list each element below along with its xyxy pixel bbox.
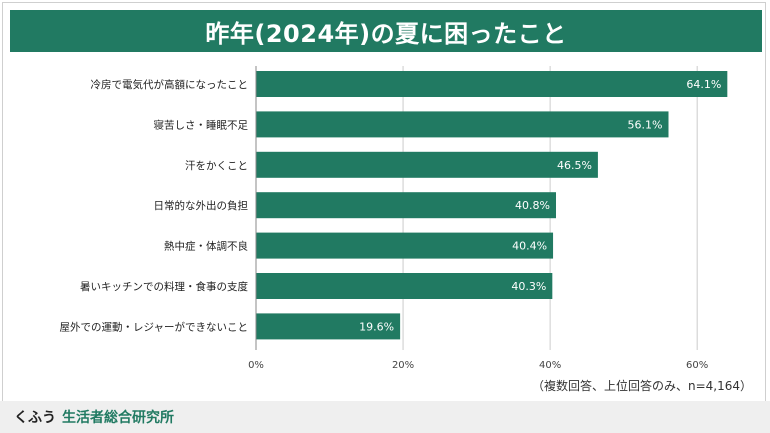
- x-tick-label: 40%: [539, 360, 561, 371]
- brand-name: くふう: [14, 410, 56, 426]
- x-tick-label: 60%: [686, 360, 708, 371]
- sample-note: （複数回答、上位回答のみ、n=4,164）: [531, 379, 752, 393]
- brand-institute: 生活者総合研究所: [62, 410, 174, 426]
- category-label: 屋外での運動・レジャーができないこと: [60, 320, 248, 333]
- bar-value-label: 19.6%: [359, 320, 394, 333]
- bar-value-label: 40.4%: [512, 240, 547, 253]
- bar-value-label: 46.5%: [557, 159, 592, 172]
- bar: [256, 232, 554, 259]
- category-label: 寝苦しさ・睡眠不足: [154, 118, 249, 131]
- x-tick-label: 20%: [392, 360, 414, 371]
- category-label: 汗をかくこと: [185, 159, 248, 172]
- bar: [256, 71, 728, 97]
- bar-value-label: 40.3%: [511, 280, 546, 293]
- category-label: 熱中症・体調不良: [164, 240, 248, 253]
- bar: [256, 192, 556, 219]
- chart-title: 昨年(2024年)の夏に困ったこと: [10, 10, 762, 52]
- bar: [256, 151, 598, 178]
- category-label: 暑いキッチンでの料理・食事の支度: [80, 280, 248, 293]
- bar: [256, 313, 401, 340]
- bar-value-label: 64.1%: [686, 78, 721, 91]
- bar: [256, 273, 553, 299]
- bar-value-label: 40.8%: [515, 199, 550, 212]
- bar-value-label: 56.1%: [628, 118, 663, 131]
- category-label: 日常的な外出の負担: [154, 199, 249, 212]
- category-label: 冷房で電気代が高額になったこと: [91, 78, 249, 91]
- footer-brand: くふう 生活者総合研究所: [0, 401, 770, 433]
- x-tick-label: 0%: [248, 360, 264, 371]
- bar: [256, 111, 669, 138]
